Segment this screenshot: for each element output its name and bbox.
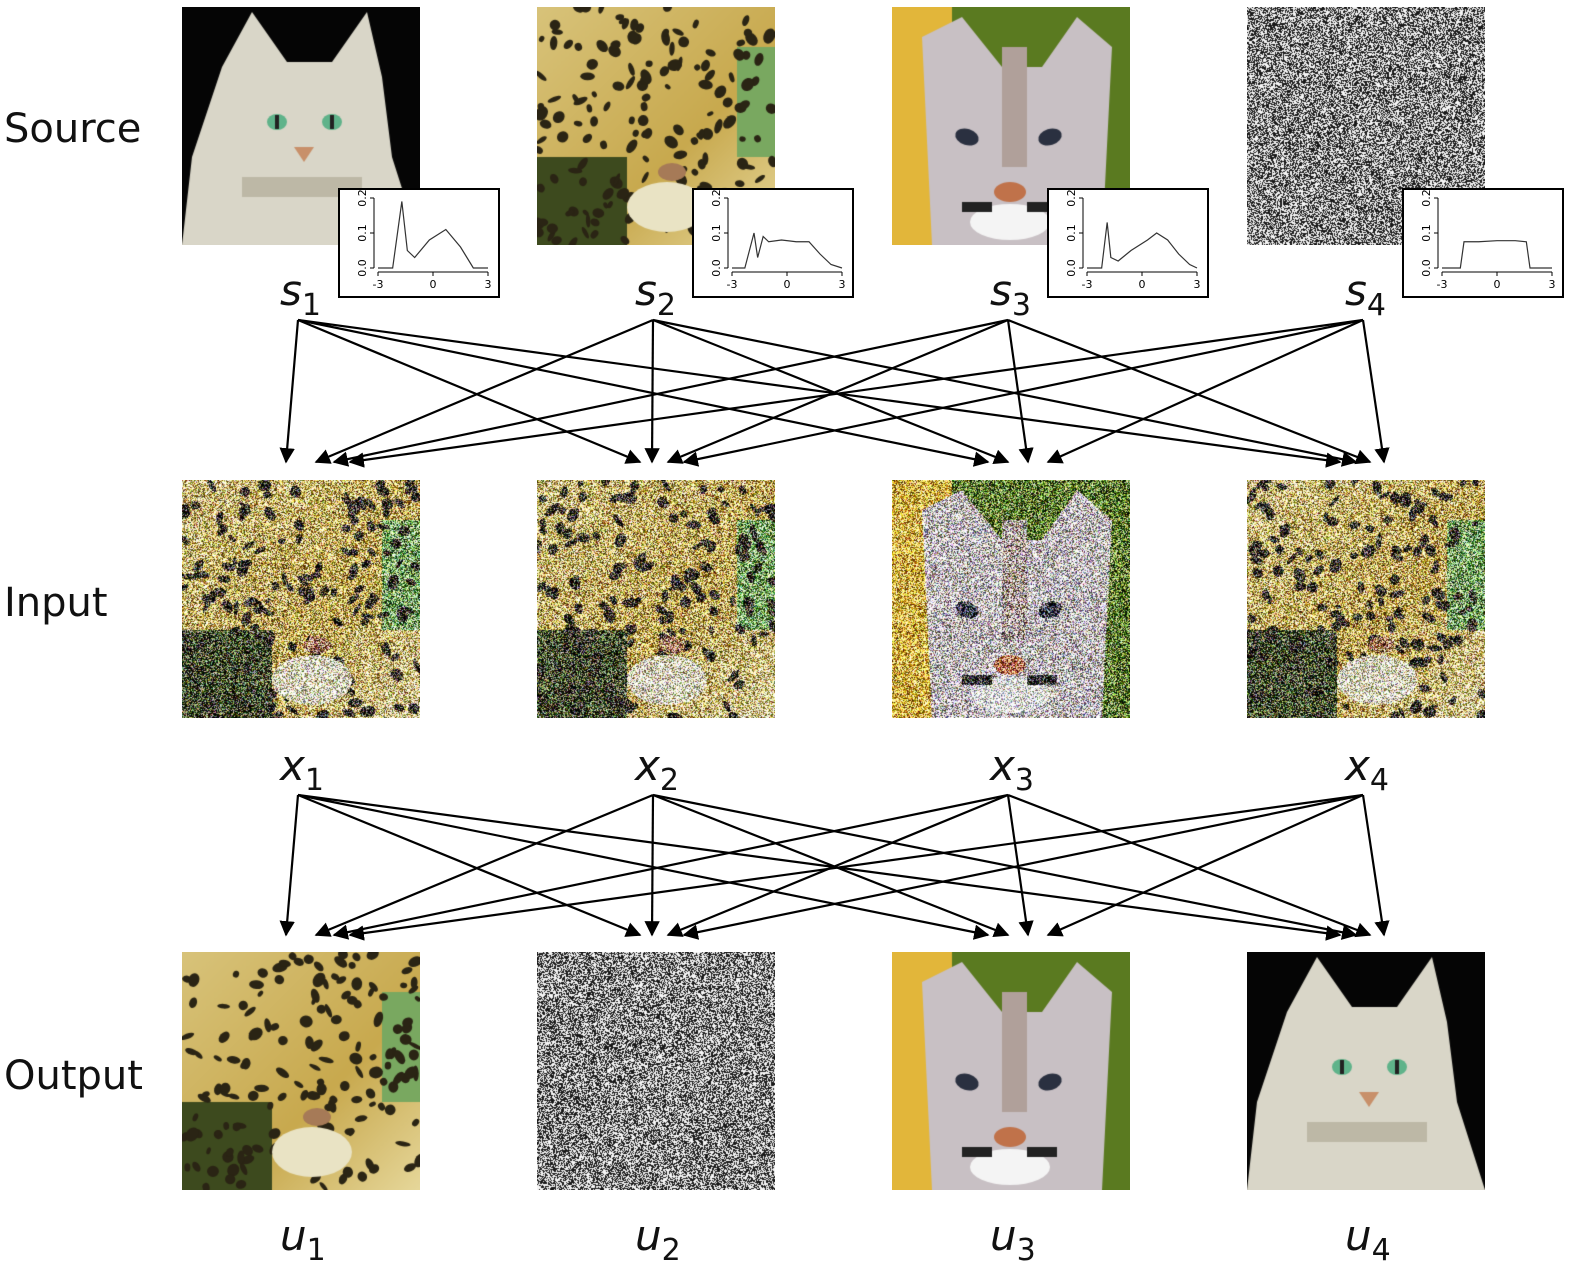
source-input-arrow-2-to-3 — [652, 318, 1010, 465]
hist-x-tick-label: -3 — [727, 278, 738, 291]
source-input-arrow-1-to-2 — [297, 318, 642, 464]
input-output-arrow-3-to-1 — [332, 793, 1009, 940]
output-image-1 — [182, 952, 420, 1190]
output-var-2: u2 — [635, 1211, 681, 1268]
source-input-arrow-1-to-3 — [297, 318, 990, 467]
hist-y-tick-label: 0.1 — [1420, 224, 1433, 242]
input-output-arrow-4-to-1 — [348, 793, 1364, 941]
input-image-4 — [1247, 480, 1485, 718]
hist-y-tick-label: 0.0 — [710, 259, 723, 277]
hist-y-tick-label: 0.1 — [710, 224, 723, 242]
input-output-arrow-1-to-1 — [279, 794, 300, 937]
hist-density-curve — [1442, 240, 1552, 269]
input-output-arrow-3-to-3 — [1006, 794, 1034, 937]
hist-x-tick-label: 0 — [1139, 278, 1146, 291]
hist-x-tick-label: -3 — [373, 278, 384, 291]
hist-x-tick-label: 0 — [784, 278, 791, 291]
histogram-inset-1: 0.0 0.1 0.2 -3 0 3 — [338, 188, 500, 298]
histogram-inset-3: 0.0 0.1 0.2 -3 0 3 — [1047, 188, 1209, 298]
source-input-arrow-3-to-1 — [332, 318, 1009, 467]
input-image-2 — [537, 480, 775, 718]
hist-y-tick-label: 0.0 — [356, 259, 369, 277]
hist-x-tick-label: 3 — [1549, 278, 1556, 291]
input-output-arrow-3-to-2 — [666, 793, 1009, 937]
hist-y-tick-label: 0.1 — [1065, 224, 1078, 242]
hist-y-tick-label: 0.1 — [356, 224, 369, 242]
hist-x-tick-label: -3 — [1437, 278, 1448, 291]
hist-y-tick-label: 0.0 — [1420, 259, 1433, 277]
input-var-1: x1 — [280, 741, 324, 798]
input-output-arrow-1-to-4 — [297, 793, 1342, 941]
hist-y-tick-label: 0.0 — [1065, 259, 1078, 277]
source-var-4: s4 — [1345, 266, 1386, 323]
hist-x-tick-label: 3 — [485, 278, 492, 291]
row-label-input: Input — [4, 580, 108, 626]
row-label-output: Output — [4, 1053, 143, 1099]
hist-x-tick-label: 3 — [839, 278, 846, 291]
input-output-arrow-4-to-2 — [682, 793, 1364, 940]
source-input-arrow-3-to-4 — [1007, 318, 1372, 465]
source-input-arrow-2-to-2 — [644, 319, 660, 464]
hist-x-tick-label: -3 — [1082, 278, 1093, 291]
input-output-arrow-4-to-3 — [1046, 793, 1364, 937]
hist-y-tick-label: 0.2 — [356, 190, 369, 207]
input-image-1 — [182, 480, 420, 718]
input-image-3 — [892, 480, 1130, 718]
source-input-arrow-4-to-1 — [348, 318, 1364, 468]
histogram-inset-4: 0.0 0.1 0.2 -3 0 3 — [1402, 188, 1564, 298]
output-image-2 — [537, 952, 775, 1190]
hist-x-tick-label: 0 — [430, 278, 437, 291]
input-output-arrow-2-to-3 — [652, 793, 1010, 938]
input-output-arrow-3-to-4 — [1007, 793, 1372, 938]
hist-y-tick-label: 0.2 — [710, 190, 723, 207]
hist-density-curve — [1087, 222, 1198, 269]
output-var-3: u3 — [990, 1211, 1036, 1268]
source-input-arrow-3-to-2 — [666, 318, 1009, 464]
hist-x-tick-label: 3 — [1194, 278, 1201, 291]
source-input-arrow-2-to-1 — [314, 318, 654, 464]
output-var-4: u4 — [1345, 1211, 1391, 1268]
histogram-inset-2: 0.0 0.1 0.2 -3 0 3 — [692, 188, 854, 298]
source-input-arrow-1-to-4 — [297, 318, 1342, 468]
source-var-3: s3 — [990, 266, 1031, 323]
output-image-3 — [892, 952, 1130, 1190]
input-var-3: x3 — [990, 741, 1034, 798]
hist-x-tick-label: 0 — [1494, 278, 1501, 291]
row-label-source: Source — [4, 106, 142, 152]
source-input-arrow-4-to-2 — [682, 318, 1364, 467]
source-input-arrow-3-to-3 — [1006, 319, 1034, 464]
source-input-arrow-4-to-4 — [1361, 319, 1390, 464]
hist-density-curve — [378, 201, 488, 269]
input-output-arrow-2-to-1 — [314, 793, 654, 937]
input-output-arrow-1-to-3 — [297, 793, 990, 940]
input-output-arrow-1-to-2 — [297, 793, 642, 937]
input-var-4: x4 — [1345, 741, 1389, 798]
source-input-arrow-2-to-4 — [652, 318, 1358, 467]
input-output-arrow-2-to-2 — [644, 794, 660, 937]
source-input-arrow-1-to-1 — [279, 319, 300, 464]
output-image-4 — [1247, 952, 1485, 1190]
hist-density-curve — [732, 232, 843, 269]
output-var-1: u1 — [280, 1211, 326, 1268]
input-output-arrow-4-to-4 — [1361, 794, 1390, 937]
input-output-arrow-2-to-4 — [652, 793, 1358, 940]
input-var-2: x2 — [635, 741, 679, 798]
source-input-arrow-4-to-3 — [1046, 318, 1364, 464]
hist-y-tick-label: 0.2 — [1420, 190, 1433, 207]
hist-y-tick-label: 0.2 — [1065, 190, 1078, 207]
source-var-1: s1 — [280, 266, 321, 323]
source-var-2: s2 — [635, 266, 676, 323]
